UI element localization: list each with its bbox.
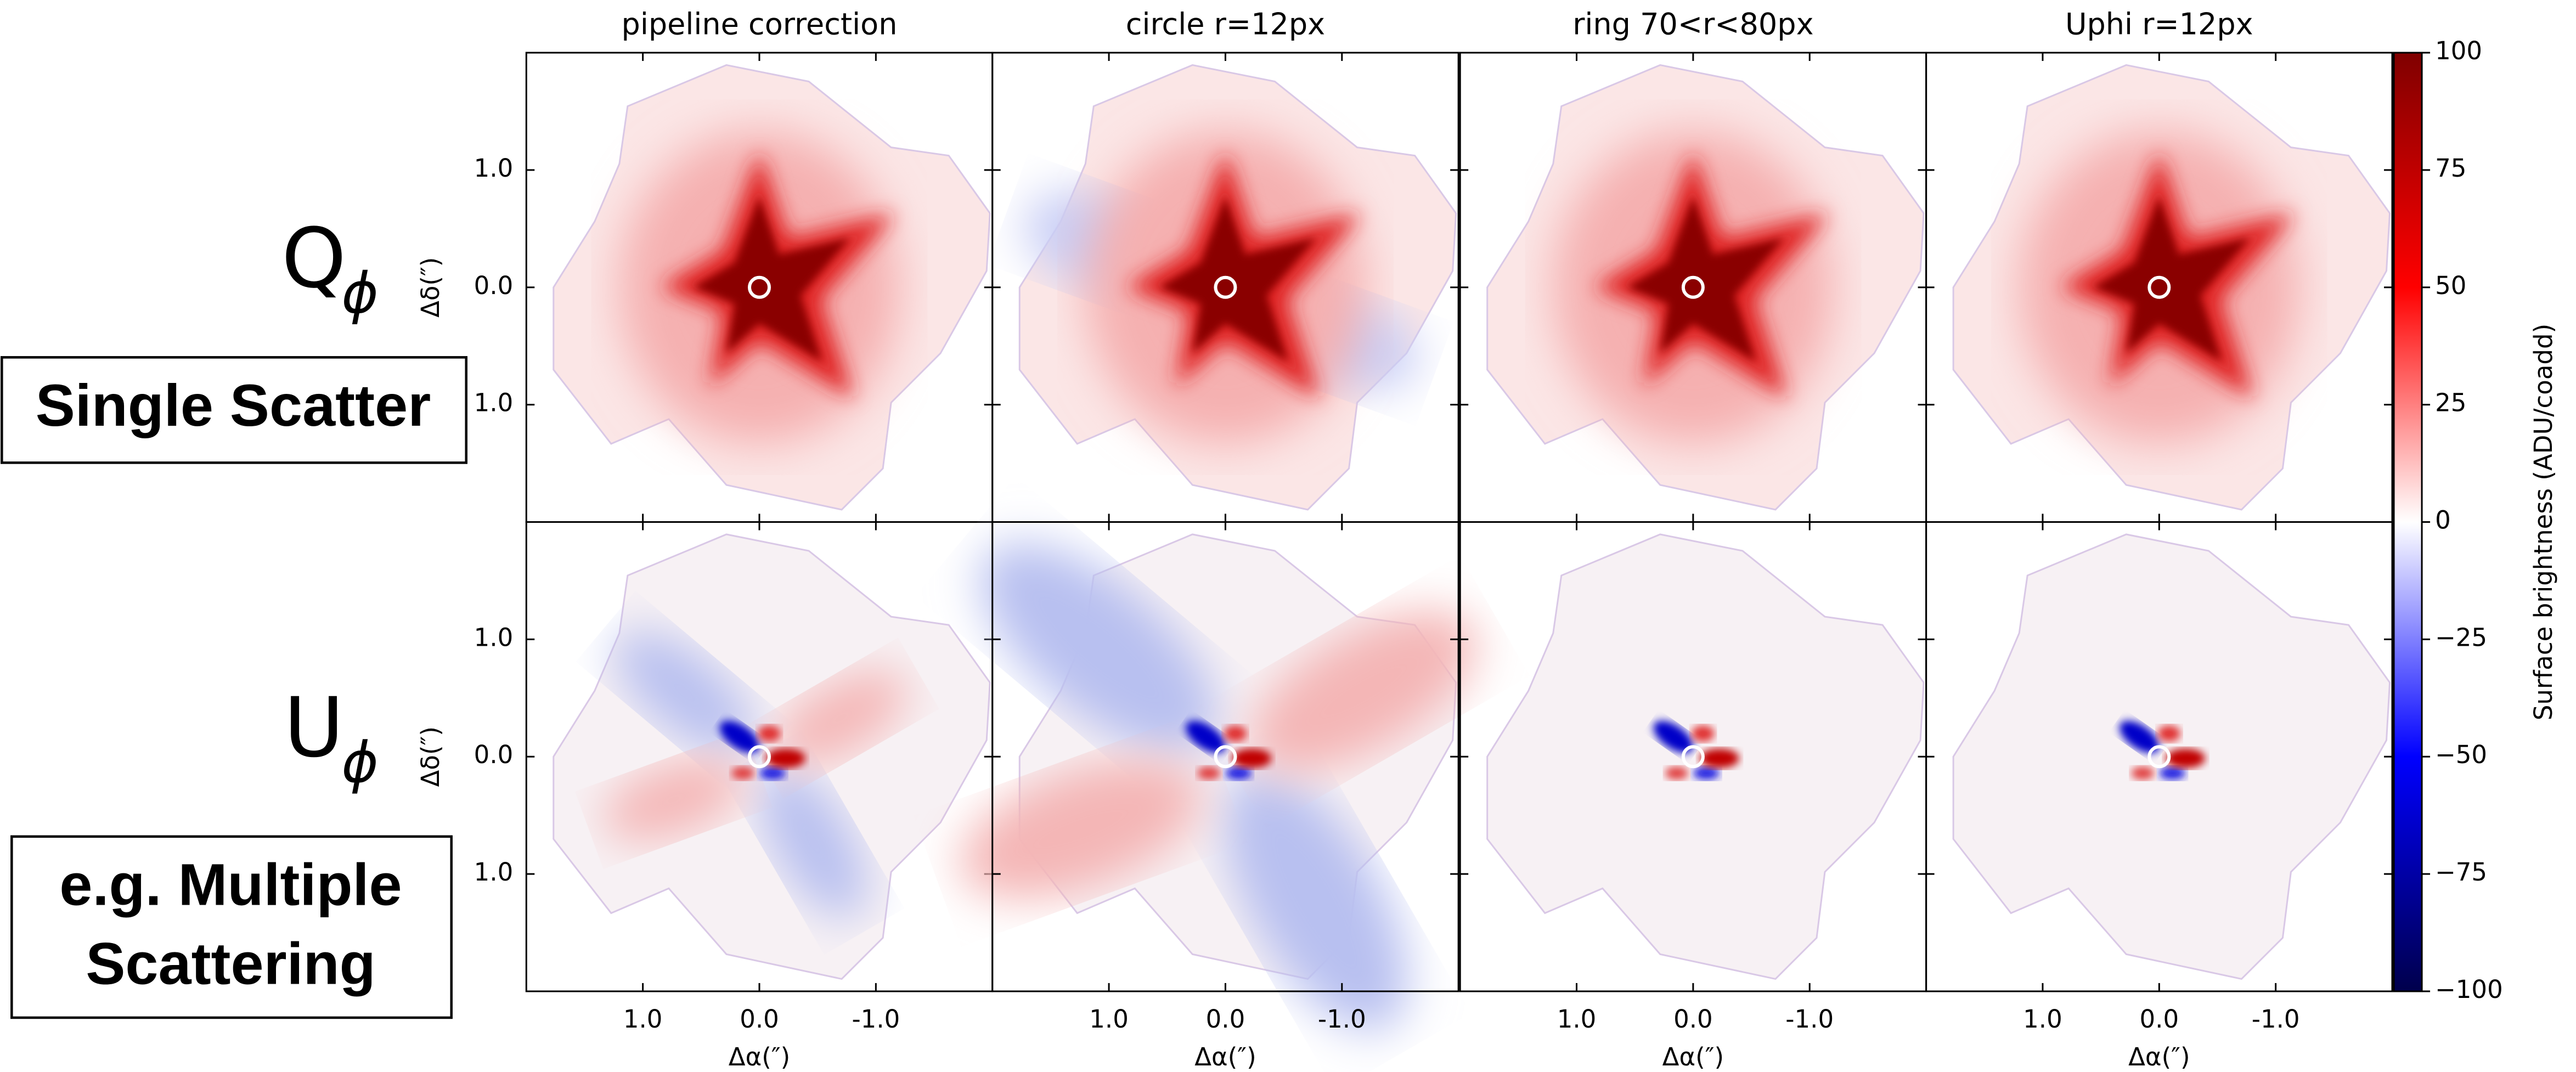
row-symbol: U xyxy=(284,680,344,776)
panel xyxy=(553,64,991,511)
blue-lobe xyxy=(1185,720,1226,753)
mask-circle xyxy=(747,275,771,299)
red-lobe xyxy=(1691,725,1715,742)
x-axis-label: Δα(″) xyxy=(2128,1042,2190,1071)
x-axis-label: Δα(″) xyxy=(1194,1042,1256,1071)
panel xyxy=(1486,533,1925,980)
y-tick-label: 1.0 xyxy=(474,388,514,417)
x-tick-label: 0.0 xyxy=(2140,1005,2179,1034)
colorbar-tick-label: 75 xyxy=(2435,154,2466,183)
row-symbol: Q xyxy=(281,211,346,307)
panel xyxy=(960,533,1477,1031)
x-tick-label: 1.0 xyxy=(2023,1005,2062,1034)
blue-wing xyxy=(1224,771,1408,1031)
red-lobe xyxy=(1224,725,1247,742)
y-tick-label: 1.0 xyxy=(474,154,514,183)
column-title: ring 70<r<80px xyxy=(1572,7,1813,42)
y-axis-label: Δδ(″) xyxy=(416,726,445,787)
core xyxy=(2093,196,2250,362)
column-title: pipeline correction xyxy=(622,7,898,42)
core xyxy=(1159,196,1316,362)
red-lobe xyxy=(758,725,781,742)
mask-circle xyxy=(2147,275,2171,299)
blue-lobe xyxy=(1225,766,1252,780)
panel xyxy=(553,533,991,980)
panel xyxy=(1952,64,2391,511)
x-tick-label: -1.0 xyxy=(852,1005,900,1034)
panel xyxy=(1486,64,1925,511)
y-axis-label: Δδ(″) xyxy=(416,257,445,318)
row-label: Single Scatter xyxy=(36,372,431,438)
blue-lobe xyxy=(1693,766,1720,780)
column-title: Uphi r=12px xyxy=(2065,7,2253,42)
colorbar-tick-label: −25 xyxy=(2435,623,2487,652)
y-tick-label: 1.0 xyxy=(474,623,514,652)
red-lobe xyxy=(1665,766,1688,780)
colorbar-label: Surface brightness (ADU/coadd) xyxy=(2529,324,2558,720)
row-label: Scattering xyxy=(86,930,375,996)
blue-lobe xyxy=(719,720,760,753)
y-tick-label: 0.0 xyxy=(474,271,514,300)
colorbar-tick-label: 100 xyxy=(2435,36,2482,65)
red-lobe xyxy=(1197,766,1221,780)
blue-wing xyxy=(980,542,1217,754)
panel xyxy=(1018,64,1457,511)
mask-circle xyxy=(1214,275,1237,299)
blue-lobe xyxy=(1653,720,1694,753)
y-tick-label: 0.0 xyxy=(474,740,514,769)
x-tick-label: 0.0 xyxy=(1673,1005,1713,1034)
blue-wing xyxy=(614,630,755,755)
red-wing xyxy=(773,670,908,766)
red-lobe xyxy=(1699,748,1739,769)
mask-circle xyxy=(1681,745,1705,769)
red-lobe xyxy=(2166,748,2206,769)
colorbar-tick-label: −100 xyxy=(2435,975,2503,1004)
row-label-box xyxy=(1,356,467,464)
mask-circle xyxy=(1214,745,1237,769)
row-label: e.g. Multiple xyxy=(59,851,402,917)
x-tick-label: 1.0 xyxy=(623,1005,663,1034)
red-lobe xyxy=(1232,748,1272,769)
colorbar xyxy=(2393,52,2423,992)
x-tick-label: 0.0 xyxy=(1206,1005,1245,1034)
core xyxy=(1627,196,1784,362)
mask-circle xyxy=(1681,275,1705,299)
x-axis-label: Δα(″) xyxy=(1662,1042,1724,1071)
x-tick-label: 1.0 xyxy=(1089,1005,1129,1034)
colorbar-tick-label: 0 xyxy=(2435,505,2451,534)
red-wing xyxy=(1249,610,1477,772)
mask-circle xyxy=(747,745,771,769)
colorbar-tick-label: −50 xyxy=(2435,740,2487,769)
panel xyxy=(1952,533,2391,980)
red-wing xyxy=(602,758,746,841)
x-tick-label: -1.0 xyxy=(2252,1005,2300,1034)
red-lobe xyxy=(766,748,806,769)
red-wing xyxy=(960,759,1202,899)
row-subscript: ϕ xyxy=(341,730,378,795)
colorbar-tick-label: 25 xyxy=(2435,388,2466,417)
row-subscript: ϕ xyxy=(341,261,378,326)
x-tick-label: -1.0 xyxy=(1318,1005,1366,1034)
row-label-box xyxy=(10,835,453,1019)
x-axis-label: Δα(″) xyxy=(729,1042,790,1071)
mask-circle xyxy=(2147,745,2171,769)
x-tick-label: -1.0 xyxy=(1785,1005,1834,1034)
blue-wing xyxy=(758,765,867,919)
colorbar-tick-label: 50 xyxy=(2435,271,2466,300)
blue-lobe xyxy=(759,766,786,780)
red-lobe xyxy=(2131,766,2155,780)
column-title: circle r=12px xyxy=(1126,7,1325,42)
blue-lobe xyxy=(2119,720,2160,753)
core xyxy=(693,196,850,362)
red-lobe xyxy=(2157,725,2181,742)
x-tick-label: 1.0 xyxy=(1557,1005,1597,1034)
colorbar-tick-label: −75 xyxy=(2435,857,2487,887)
blue-lobe xyxy=(2159,766,2186,780)
y-tick-label: 1.0 xyxy=(474,857,514,887)
x-tick-label: 0.0 xyxy=(740,1005,779,1034)
red-lobe xyxy=(731,766,755,780)
